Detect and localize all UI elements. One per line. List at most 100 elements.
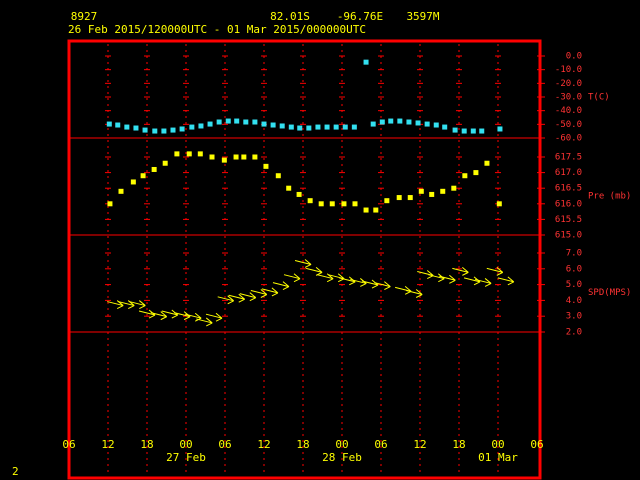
point	[261, 121, 267, 127]
point	[351, 124, 357, 130]
point	[318, 201, 324, 207]
elevation: 3597M	[406, 10, 439, 23]
period: 26 Feb 2015/120000UTC - 01 Mar 2015/0000…	[68, 23, 366, 36]
x-tick-label: 06	[374, 438, 387, 451]
point	[341, 201, 347, 207]
point	[186, 151, 192, 157]
point	[270, 122, 276, 128]
x-tick-label: 12	[257, 438, 270, 451]
point	[307, 198, 313, 204]
point	[233, 154, 239, 160]
point	[333, 124, 339, 130]
point	[130, 179, 136, 185]
point	[133, 125, 139, 131]
point	[275, 173, 281, 179]
wind-arrow	[339, 276, 356, 286]
wind-arrow	[174, 311, 191, 321]
y-tick-label: 0.0	[566, 52, 582, 62]
wind-arrow	[118, 300, 135, 310]
point	[379, 119, 385, 125]
point	[415, 120, 421, 126]
point	[384, 198, 390, 204]
frame	[67, 39, 542, 480]
point	[388, 118, 394, 124]
point	[221, 157, 227, 163]
point	[263, 163, 269, 169]
point	[315, 124, 321, 130]
wind-arrow	[239, 292, 257, 302]
point	[241, 154, 247, 160]
wind-arrow	[428, 273, 445, 283]
point	[363, 59, 369, 65]
wind-arrow	[305, 266, 323, 276]
wind-arrow	[406, 289, 423, 298]
y-axis-label: Pre (mb)	[588, 192, 631, 202]
longitude: -96.76E	[337, 10, 383, 23]
wind-arrow	[497, 276, 515, 286]
point	[497, 126, 503, 132]
point	[473, 170, 479, 176]
y-tick-label: 4.0	[566, 296, 582, 306]
point	[279, 123, 285, 129]
y-tick-label: 616.5	[555, 184, 582, 194]
x-tick-label: 00	[335, 438, 348, 451]
wind-arrow	[317, 273, 334, 283]
wind-arrow	[217, 295, 235, 305]
y-axis-label: T(C)	[588, 93, 610, 103]
point	[324, 124, 330, 130]
wind-arrow	[205, 312, 223, 322]
wind-arrow	[452, 266, 469, 276]
wind-arrow	[395, 285, 412, 295]
x-tick-label: 12	[101, 438, 114, 451]
wind-arrow	[150, 311, 168, 321]
point	[470, 128, 476, 134]
point	[107, 201, 113, 207]
point	[440, 188, 446, 194]
wind-arrow	[261, 287, 279, 297]
x-day-label: 27 Feb	[166, 451, 206, 464]
wind-arrow	[294, 259, 312, 268]
y-tick-label: 615.0	[555, 231, 582, 241]
station-id: 8927	[71, 10, 98, 23]
point	[124, 124, 130, 130]
x-tick-label: 06	[530, 438, 543, 451]
point	[209, 154, 215, 160]
point	[197, 151, 203, 157]
y-tick-label: 7.0	[566, 249, 582, 259]
wind-arrow	[228, 293, 246, 303]
point	[306, 125, 312, 131]
wind-arrow	[463, 276, 481, 286]
point	[496, 201, 502, 207]
x-tick-label: 00	[491, 438, 504, 451]
wind-arrow	[374, 281, 391, 291]
point	[198, 123, 204, 129]
y-tick-label: 6.0	[566, 264, 582, 274]
point	[370, 121, 376, 127]
y-tick-label: -60.0	[555, 134, 582, 144]
point	[207, 121, 213, 127]
point	[151, 166, 157, 172]
point	[288, 124, 294, 130]
x-tick-label: 00	[179, 438, 192, 451]
y-tick-label: 617.5	[555, 153, 582, 163]
point	[174, 151, 180, 157]
point	[118, 188, 124, 194]
y-tick-label: 2.0	[566, 328, 582, 338]
y-axis-label: SPD(MPS)	[588, 288, 631, 298]
point	[115, 122, 121, 128]
point	[161, 128, 167, 134]
y-tick-label: 5.0	[566, 280, 582, 290]
wind-arrow	[439, 274, 456, 284]
point	[162, 160, 168, 166]
y-tick-label: 616.0	[555, 199, 582, 209]
y-tick-label: -10.0	[555, 65, 582, 75]
point	[396, 195, 402, 201]
point	[179, 126, 185, 132]
point	[296, 191, 302, 197]
wind-arrow	[486, 266, 504, 276]
point	[424, 121, 430, 127]
point	[329, 201, 335, 207]
point	[433, 122, 439, 128]
point	[234, 118, 240, 124]
